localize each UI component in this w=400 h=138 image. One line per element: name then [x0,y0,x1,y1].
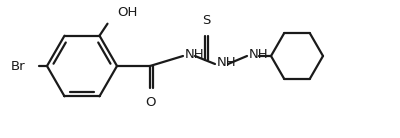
Text: OH: OH [118,6,138,19]
Text: NH: NH [185,48,205,62]
Text: Br: Br [10,59,25,72]
Text: O: O [145,96,155,109]
Text: NH: NH [249,48,269,62]
Text: NH: NH [217,56,237,70]
Text: S: S [202,14,211,27]
